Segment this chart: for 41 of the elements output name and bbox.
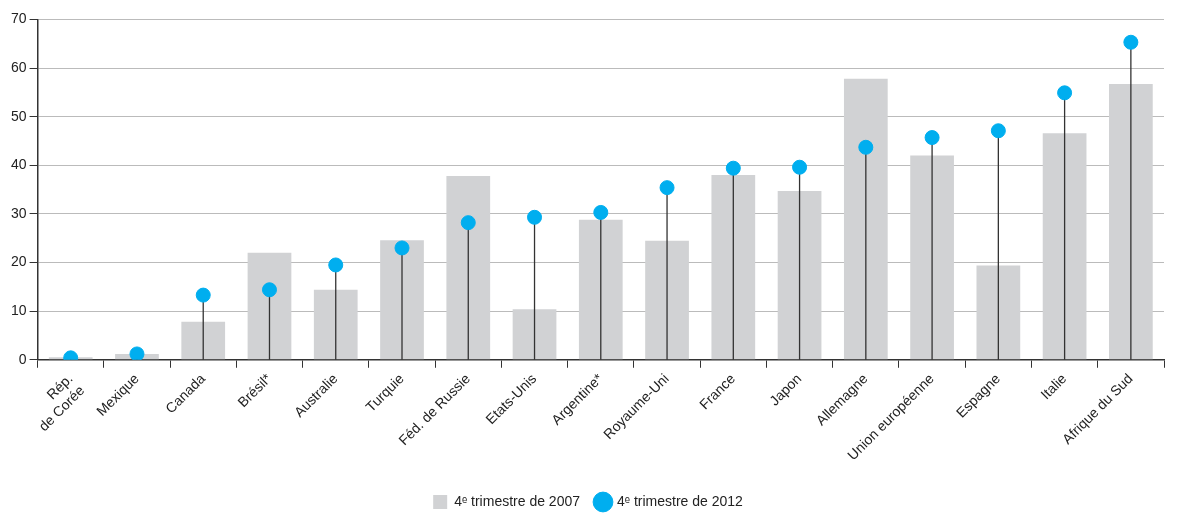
- point: [858, 139, 874, 155]
- point: [725, 160, 741, 176]
- point: [460, 215, 476, 231]
- bar: [181, 321, 226, 360]
- y-tick-label: 70: [10, 10, 27, 27]
- point: [792, 159, 808, 175]
- y-tick-label: 60: [10, 58, 27, 75]
- bar: [247, 252, 292, 360]
- bar: [843, 78, 888, 360]
- bar: [645, 240, 689, 360]
- point: [129, 346, 145, 360]
- bar: [1109, 84, 1153, 360]
- y-tick-label: 20: [10, 253, 27, 270]
- bar: [380, 240, 424, 360]
- bar: [910, 155, 954, 360]
- bar: [976, 265, 1021, 360]
- point: [1123, 34, 1139, 50]
- point: [195, 287, 211, 303]
- legend-label: 4ᵉ trimestre de 2012: [617, 492, 744, 509]
- point: [328, 257, 344, 273]
- legend-label: 4ᵉ trimestre de 2007: [454, 492, 581, 509]
- y-tick-label: 40: [10, 156, 27, 173]
- point: [394, 240, 410, 256]
- y-tick-label: 50: [10, 107, 27, 124]
- bar: [1042, 133, 1087, 360]
- bar: [313, 289, 358, 360]
- bar: [711, 175, 756, 360]
- bar: [512, 309, 557, 360]
- bar: [446, 175, 491, 360]
- y-tick-label: 10: [10, 302, 27, 319]
- point: [527, 209, 543, 225]
- point: [924, 130, 940, 146]
- point: [990, 123, 1006, 139]
- point: [659, 180, 675, 196]
- point: [261, 282, 277, 298]
- point: [1057, 85, 1073, 101]
- y-tick-label: 0: [18, 350, 27, 367]
- bar: [777, 191, 822, 360]
- y-tick-label: 30: [10, 204, 27, 221]
- bar: [578, 219, 623, 360]
- point: [593, 204, 609, 220]
